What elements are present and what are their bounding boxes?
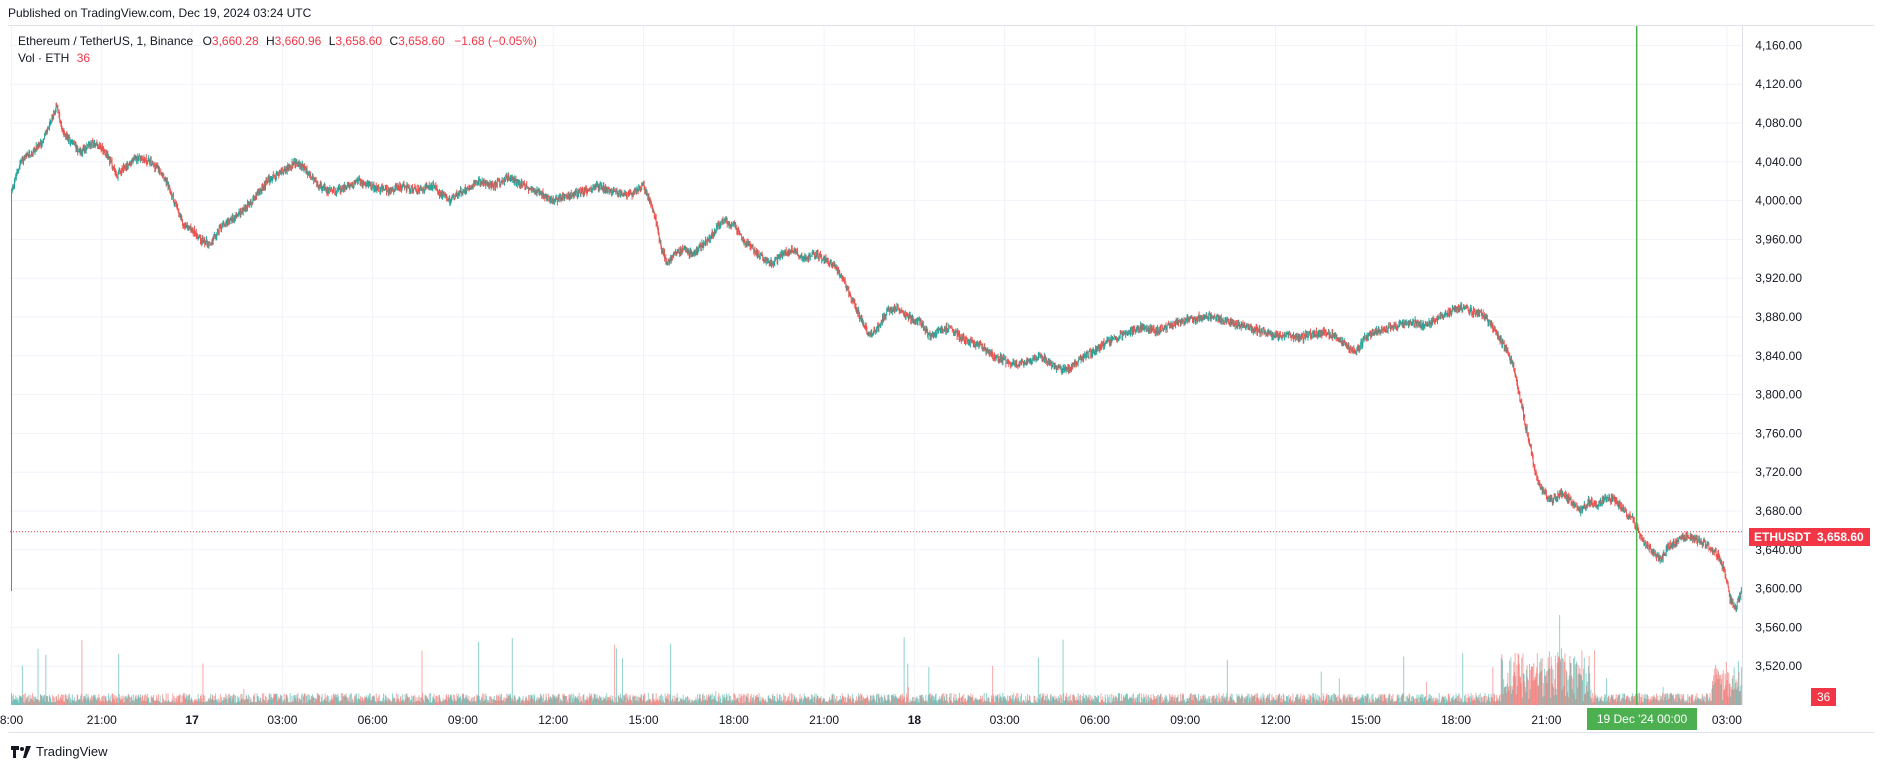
y-tick-label: 4,000.00	[1755, 194, 1802, 208]
x-tick-label: 18:00	[719, 713, 749, 727]
x-tick-label: 03:00	[990, 713, 1020, 727]
y-tick-label: 3,560.00	[1755, 620, 1802, 634]
x-tick-label: 15:00	[1351, 713, 1381, 727]
y-tick-label: 3,800.00	[1755, 388, 1802, 402]
x-tick-label: 06:00	[1080, 713, 1110, 727]
y-tick-label: 3,920.00	[1755, 271, 1802, 285]
x-tick-label: 06:00	[358, 713, 388, 727]
y-tick-label: 3,880.00	[1755, 310, 1802, 324]
y-tick-label: 3,720.00	[1755, 465, 1802, 479]
y-tick-label: 4,160.00	[1755, 38, 1802, 52]
x-tick-label: 8:00	[0, 713, 24, 727]
y-tick-label: 4,120.00	[1755, 77, 1802, 91]
chart-area[interactable]	[8, 25, 1874, 733]
x-tick-label: 21:00	[1531, 713, 1561, 727]
x-tick-label: 09:00	[1170, 713, 1200, 727]
y-tick-label: 3,680.00	[1755, 504, 1802, 518]
x-tick-label: 17	[185, 713, 199, 727]
y-tick-label: 3,840.00	[1755, 349, 1802, 363]
y-tick-label: 3,520.00	[1755, 659, 1802, 673]
x-tick-label: 03:00	[1712, 713, 1742, 727]
y-tick-label: 3,640.00	[1755, 543, 1802, 557]
published-caption: Published on TradingView.com, Dec 19, 20…	[8, 6, 312, 20]
x-tick-label: 03:00	[267, 713, 297, 727]
x-tick-label: 18	[908, 713, 922, 727]
x-tick-label: 21:00	[809, 713, 839, 727]
y-tick-label: 3,960.00	[1755, 232, 1802, 246]
x-tick-label: 21:00	[87, 713, 117, 727]
y-tick-label: 4,080.00	[1755, 116, 1802, 130]
x-tick-label: 12:00	[538, 713, 568, 727]
x-tick-label: 12:00	[1261, 713, 1291, 727]
x-tick-label: 18:00	[1441, 713, 1471, 727]
y-tick-label: 3,600.00	[1755, 582, 1802, 596]
x-tick-label: 15:00	[628, 713, 658, 727]
y-tick-label: 4,040.00	[1755, 155, 1802, 169]
y-tick-label: 3,760.00	[1755, 426, 1802, 440]
x-tick-label: 09:00	[448, 713, 478, 727]
